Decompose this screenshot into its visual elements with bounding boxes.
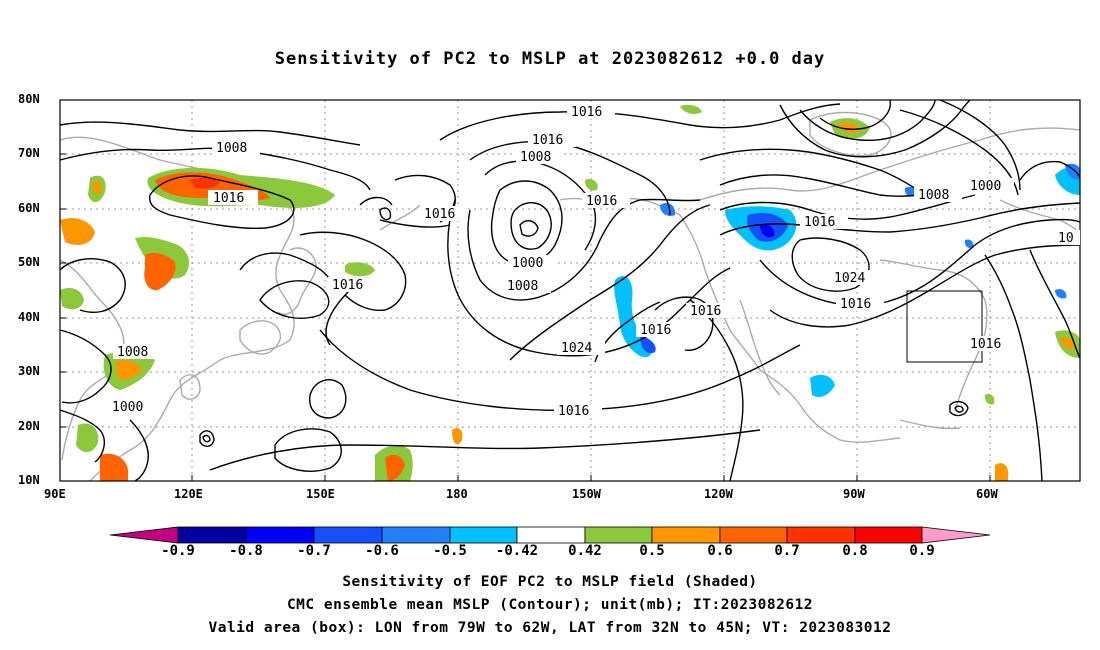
contour-label: 10: [1058, 231, 1074, 246]
colorbar-swatch: [177, 526, 247, 544]
lat-label: 50N: [18, 255, 40, 269]
contour-label: 1008: [520, 150, 551, 165]
lon-label: 180: [446, 487, 468, 501]
lon-label: 150E: [306, 487, 335, 501]
lat-label: 60N: [18, 201, 40, 215]
contour-label: 1016: [586, 194, 617, 209]
lat-label: 70N: [18, 146, 40, 160]
valid-area-box: [906, 290, 983, 363]
lon-label: 150W: [572, 487, 601, 501]
contour-label: 1016: [690, 304, 721, 319]
contour-label: 1008: [216, 141, 247, 156]
tick-marks: [60, 99, 991, 482]
colorbar-swatch: [854, 526, 923, 544]
map-frame: [59, 99, 1081, 482]
lon-label: 120E: [174, 487, 203, 501]
lat-label: 80N: [18, 92, 40, 106]
contour-label: 1000: [112, 400, 143, 415]
contour-label: 1008: [507, 279, 538, 294]
colorbar-swatch: [786, 526, 856, 544]
contour-label: 1016: [532, 133, 563, 148]
colorbar-label: -0.5: [433, 543, 467, 559]
lon-label: 90W: [843, 487, 865, 501]
sensitivity-shading: [60, 104, 1080, 481]
colorbar-swatch: [449, 526, 518, 544]
coastlines: [59, 111, 1081, 482]
contour-label: 1016: [640, 323, 671, 338]
lon-label: 120W: [704, 487, 733, 501]
contour-label: 1016: [804, 215, 835, 230]
colorbar-swatch: [651, 526, 721, 544]
lat-label: 10N: [18, 473, 40, 487]
colorbar-swatch: [313, 526, 383, 544]
mslp-contours: [59, 99, 1081, 482]
contour-label: 1016: [970, 337, 1001, 352]
colorbar: [109, 526, 991, 544]
contour-label: 1016: [332, 278, 363, 293]
colorbar-label: -0.9: [161, 543, 195, 559]
contour-label: 1016: [558, 404, 589, 419]
contour-label: 1024: [561, 341, 592, 356]
colorbar-label: 0.8: [842, 543, 868, 559]
colorbar-swatch: [584, 526, 653, 544]
lat-label: 20N: [18, 419, 40, 433]
map-title: Sensitivity of PC2 to MSLP at 2023082612…: [274, 49, 826, 69]
contour-label: 1000: [512, 256, 543, 271]
caption-line-2: CMC ensemble mean MSLP (Contour); unit(m…: [286, 597, 814, 613]
contour-labels: 1016 1008 1016 1008 1016 1016 1008 1000 …: [108, 104, 1080, 419]
caption-line-1: Sensitivity of EOF PC2 to MSLP field (Sh…: [342, 574, 758, 590]
contour-label: 1016: [840, 297, 871, 312]
colorbar-swatch: [245, 526, 315, 544]
colorbar-label: -0.8: [229, 543, 263, 559]
colorbar-label: 0.5: [639, 543, 665, 559]
caption-line-3: Valid area (box): LON from 79W to 62W, L…: [208, 620, 892, 636]
colorbar-swatch: [109, 526, 179, 544]
contour-label: 1016: [424, 207, 455, 222]
colorbar-label: 0.9: [909, 543, 935, 559]
contour-label: 1008: [117, 345, 148, 360]
colorbar-label: 0.7: [774, 543, 800, 559]
colorbar-label: -0.6: [365, 543, 399, 559]
colorbar-label: -0.42: [495, 543, 539, 559]
colorbar-swatch: [719, 526, 788, 544]
contour-label: 1024: [834, 271, 865, 286]
colorbar-swatch: [381, 526, 451, 544]
colorbar-label: -0.7: [297, 543, 331, 559]
colorbar-swatch: [921, 526, 991, 544]
colorbar-label: 0.6: [707, 543, 733, 559]
contour-label: 1000: [970, 179, 1001, 194]
colorbar-swatch: [516, 526, 586, 544]
contour-label: 1016: [571, 105, 602, 120]
lon-label: 90E: [44, 487, 66, 501]
contour-label: 1016: [213, 191, 244, 206]
contour-label: 1008: [918, 188, 949, 203]
lat-label: 30N: [18, 364, 40, 378]
lat-label: 40N: [18, 310, 40, 324]
colorbar-label: 0.42: [568, 543, 602, 559]
lon-label: 60W: [976, 487, 998, 501]
